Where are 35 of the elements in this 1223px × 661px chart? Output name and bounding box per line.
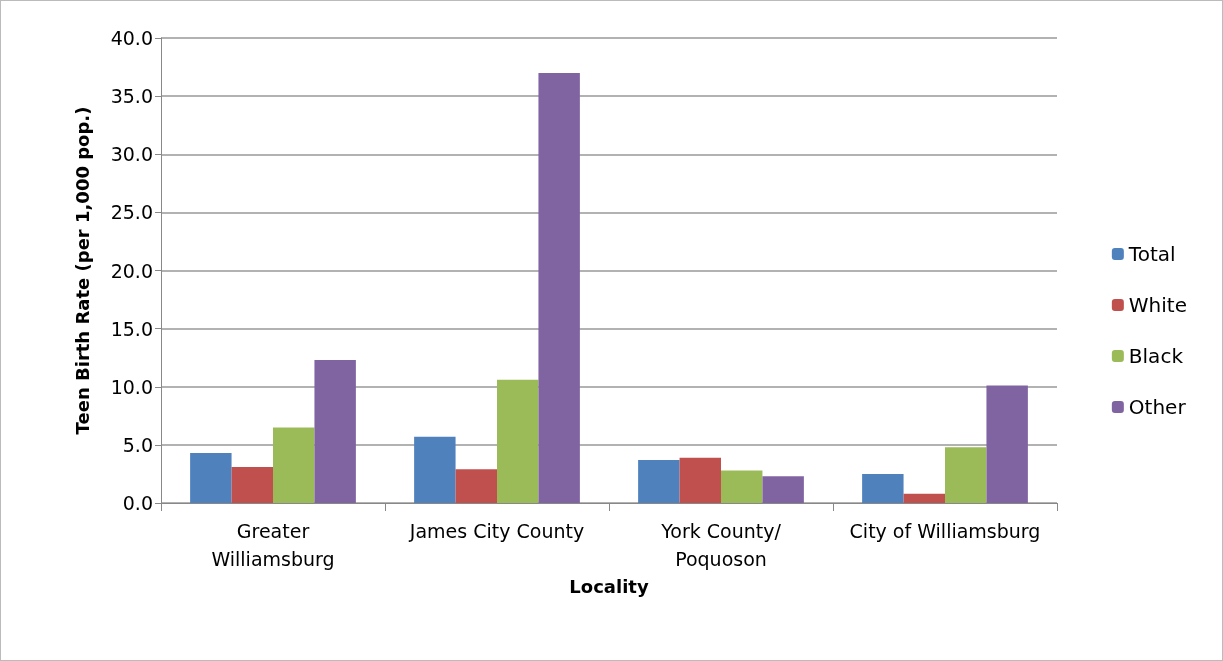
legend-label: Other [1128,395,1187,419]
y-tick-label: 30.0 [110,143,153,166]
y-tick-label: 10.0 [110,375,153,398]
x-tick-label: James City County [408,520,585,542]
y-tick-label: 0.0 [122,492,153,514]
legend-label: White [1128,293,1187,317]
legend-label: Total [1127,242,1176,266]
bar [721,470,763,503]
bar [862,473,904,503]
y-tick-label: 15.0 [110,317,153,340]
legend-label: Black [1128,344,1184,368]
bar [314,360,356,503]
bar [945,447,987,503]
bar [762,476,804,503]
y-tick-label: 35.0 [110,85,153,108]
y-tick-label: 25.0 [110,201,153,224]
y-axis-title: Teen Birth Rate (per 1,000 pop.) [71,106,93,435]
bar [538,72,580,503]
bar [638,459,680,503]
y-tick-label: 5.0 [122,433,153,456]
bar [190,453,232,503]
x-tick-label: York County/ Poquoson [660,520,782,570]
y-tick-label: 20.0 [110,259,153,282]
bar [903,493,945,503]
x-tick-label: Greater Williamsburg [211,520,335,570]
bar [273,427,315,503]
bar [679,457,721,503]
x-axis-title: Locality [569,576,649,598]
x-tick-label: City of Williamsburg [849,520,1041,542]
y-tick-label: 40.0 [110,27,153,49]
bar [986,385,1028,503]
bar [497,379,539,503]
bar [231,466,273,503]
bar [414,436,456,503]
bar [455,469,497,503]
